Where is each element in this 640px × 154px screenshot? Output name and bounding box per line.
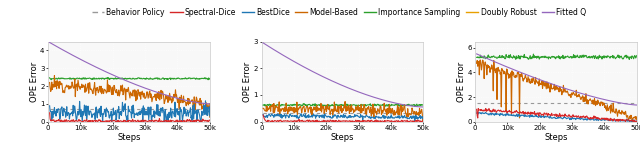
Y-axis label: OPE Error: OPE Error [243, 61, 252, 102]
Y-axis label: OPE Error: OPE Error [457, 61, 466, 102]
X-axis label: Steps: Steps [544, 133, 568, 142]
Y-axis label: OPE Error: OPE Error [29, 61, 38, 102]
X-axis label: Steps: Steps [331, 133, 354, 142]
Legend: Behavior Policy, Spectral-Dice, BestDice, Model-Based, Importance Sampling, Doub: Behavior Policy, Spectral-Dice, BestDice… [89, 5, 589, 20]
X-axis label: Steps: Steps [117, 133, 141, 142]
